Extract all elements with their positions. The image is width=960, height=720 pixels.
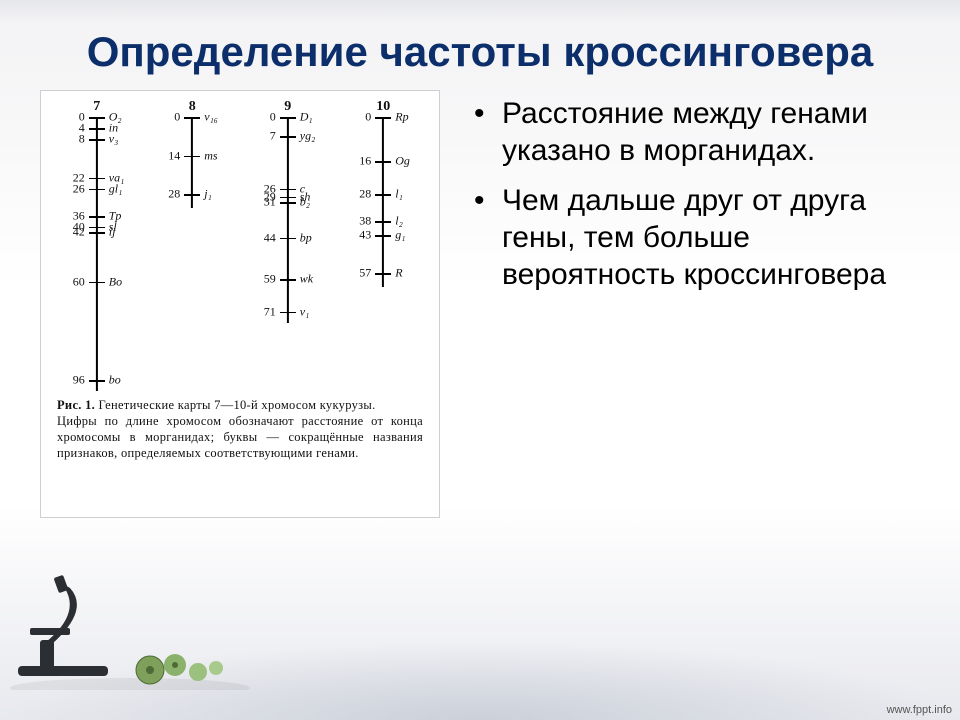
locus-tick	[89, 189, 105, 191]
locus-tick	[280, 312, 296, 314]
locus-tick	[89, 227, 105, 229]
locus-position: 28	[359, 187, 371, 202]
locus-label: wk	[300, 271, 313, 286]
locus-label: v₁₆	[204, 110, 218, 125]
chromosome-10: 100Rp16Og28l₁38l₂43g₁57R	[338, 101, 428, 391]
locus-position: 44	[264, 230, 276, 245]
locus-tick	[375, 117, 391, 119]
locus-label: j₁	[204, 187, 212, 202]
bullet-item: Расстояние между генами указано в морган…	[468, 96, 920, 169]
bullet-item: Чем дальше друг от друга гены, тем больш…	[468, 183, 920, 293]
locus-position: 71	[264, 304, 276, 319]
locus-tick	[280, 189, 296, 191]
locus-tick	[375, 235, 391, 237]
locus-tick	[375, 221, 391, 223]
locus-tick	[89, 232, 105, 234]
locus-position: 16	[359, 154, 371, 169]
locus-tick	[184, 194, 200, 196]
locus-label: ms	[204, 148, 217, 163]
caption-line-2: Цифры по длине хромосом обозначают расст…	[57, 414, 423, 460]
locus-label: g₁	[395, 228, 405, 243]
chromosome-axis	[382, 117, 384, 287]
locus-position: 42	[73, 225, 85, 240]
locus-position: 59	[264, 271, 276, 286]
locus-tick	[375, 194, 391, 196]
chromosome-number: 9	[284, 99, 291, 115]
chromosome-axis	[96, 117, 98, 391]
locus-position: 14	[168, 148, 180, 163]
locus-tick	[184, 117, 200, 119]
figure-label: Рис. 1.	[57, 398, 95, 412]
footer-decoration	[0, 570, 260, 690]
chromosome-9: 90D₁7yg₂26c29sh31b₂44bp59wk71v₁	[243, 101, 333, 391]
locus-label: gl₁	[109, 181, 123, 196]
locus-label: l₁	[395, 187, 403, 202]
caption-line-1: Генетические карты 7—10-й хромосом кукур…	[95, 398, 375, 412]
locus-tick	[89, 139, 105, 141]
chromosome-7: 70O₂4in8v₃22va₁26gl₁36Tp40sl42ij60Bo96bo	[52, 101, 142, 391]
locus-label: Og	[395, 154, 410, 169]
locus-tick	[375, 273, 391, 275]
locus-position: 57	[359, 266, 371, 281]
locus-position: 60	[73, 274, 85, 289]
watermark: www.fppt.info	[887, 704, 952, 716]
locus-tick	[184, 156, 200, 158]
chromosome-number: 7	[93, 99, 100, 115]
chromosome-number: 8	[189, 99, 196, 115]
locus-label: yg₂	[300, 129, 316, 144]
locus-label: R	[395, 266, 402, 281]
slide-title: Определение частоты кроссинговера	[0, 0, 960, 76]
locus-position: 26	[73, 181, 85, 196]
locus-tick	[375, 161, 391, 163]
locus-position: 8	[79, 132, 85, 147]
locus-tick	[89, 178, 105, 180]
locus-label: Rp	[395, 110, 408, 125]
locus-label: bo	[109, 373, 121, 388]
chromosome-8: 80 v₁₆ 14 ms 28 j₁	[147, 101, 237, 391]
locus-tick	[280, 197, 296, 199]
locus-tick	[280, 238, 296, 240]
locus-tick	[280, 136, 296, 138]
locus-label: ij	[109, 225, 116, 240]
chromosome-number: 10	[376, 99, 390, 115]
locus-position: 96	[73, 373, 85, 388]
locus-tick	[89, 282, 105, 284]
locus-position: 28	[168, 187, 180, 202]
locus-tick	[89, 117, 105, 119]
locus-position: 43	[359, 228, 371, 243]
locus-tick	[280, 117, 296, 119]
locus-position: 7	[270, 129, 276, 144]
slide: Определение частоты кроссинговера 70O₂4i…	[0, 0, 960, 720]
locus-tick	[89, 380, 105, 382]
locus-tick	[280, 202, 296, 204]
locus-label: bp	[300, 230, 312, 245]
content-row: 70O₂4in8v₃22va₁26gl₁36Tp40sl42ij60Bo96bo…	[0, 76, 960, 518]
figure-caption: Рис. 1. Генетические карты 7—10-й хромос…	[47, 391, 433, 461]
locus-position: 0	[174, 110, 180, 125]
genetic-map-figure: 70O₂4in8v₃22va₁26gl₁36Tp40sl42ij60Bo96bo…	[40, 90, 440, 518]
locus-tick	[89, 128, 105, 130]
locus-position: 0	[270, 110, 276, 125]
locus-position: 31	[264, 195, 276, 210]
locus-label: v₁	[300, 304, 310, 319]
bullet-list: Расстояние между генами указано в морган…	[468, 90, 920, 518]
locus-tick	[280, 279, 296, 281]
chromosome-maps: 70O₂4in8v₃22va₁26gl₁36Tp40sl42ij60Bo96bo…	[47, 101, 433, 391]
locus-label: Bo	[109, 274, 122, 289]
locus-label: b₂	[300, 195, 310, 210]
locus-tick	[89, 216, 105, 218]
locus-label: v₃	[109, 132, 119, 147]
footer-glow	[0, 640, 960, 720]
chromosome-axis	[287, 117, 289, 323]
locus-position: 0	[365, 110, 371, 125]
locus-label: D₁	[300, 110, 313, 125]
